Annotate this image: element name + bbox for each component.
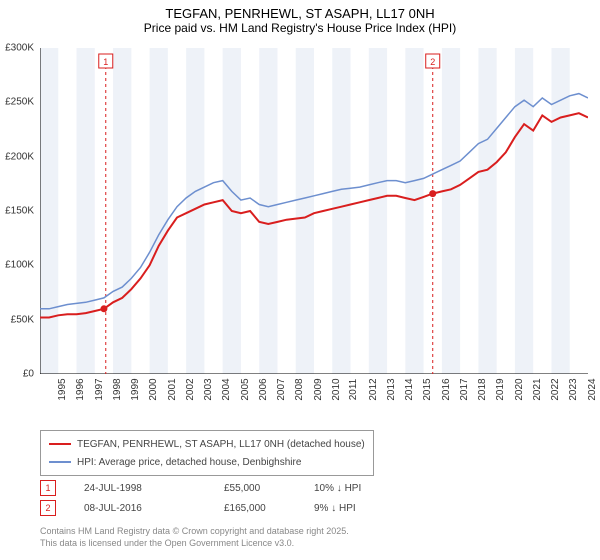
event-marker: 1 [40, 480, 56, 496]
event-table: 1 24-JUL-1998£55,00010% ↓ HPI 2 08-JUL-2016… [40, 478, 434, 518]
x-tick-label: 1999 [130, 378, 141, 400]
x-tick-label: 2010 [331, 378, 342, 400]
y-tick-label: £300K [5, 43, 34, 54]
x-axis: 1995 1996 1997 1998 1999 2000 2001 2002 2003 2004… [40, 378, 588, 426]
chart-title-block: TEGFAN, PENRHEWL, ST ASAPH, LL17 0NH Pri… [0, 0, 600, 35]
footer-line-1: Contains HM Land Registry data © Crown c… [40, 526, 349, 538]
x-tick-label: 2020 [513, 378, 524, 400]
x-tick-label: 2013 [386, 378, 397, 400]
chart-svg: 12 [40, 48, 588, 374]
event-price: £55,000 [224, 483, 314, 494]
x-tick-label: 2023 [568, 378, 579, 400]
footer-line-2: This data is licensed under the Open Gov… [40, 538, 349, 550]
y-tick-label: £0 [23, 369, 34, 380]
x-tick-label: 2022 [550, 378, 561, 400]
y-tick-label: £50K [11, 314, 34, 325]
x-tick-label: 2024 [586, 378, 597, 400]
x-tick-label: 2007 [276, 378, 287, 400]
y-tick-label: £100K [5, 260, 34, 271]
legend-label: TEGFAN, PENRHEWL, ST ASAPH, LL17 0NH (de… [77, 439, 365, 450]
x-tick-label: 2016 [440, 378, 451, 400]
event-row: 2 08-JUL-2016£165,0009% ↓ HPI [40, 498, 434, 518]
chart-plot-area: 12 [40, 48, 588, 374]
svg-text:1: 1 [103, 57, 108, 67]
y-tick-label: £200K [5, 151, 34, 162]
footer-attribution: Contains HM Land Registry data © Crown c… [40, 526, 349, 549]
x-tick-label: 1997 [93, 378, 104, 400]
event-delta: 9% ↓ HPI [314, 503, 434, 514]
x-tick-label: 2018 [477, 378, 488, 400]
x-tick-label: 2012 [367, 378, 378, 400]
chart-title-main: TEGFAN, PENRHEWL, ST ASAPH, LL17 0NH [0, 6, 600, 21]
x-tick-label: 2000 [148, 378, 159, 400]
x-tick-label: 2011 [348, 379, 359, 401]
x-tick-label: 2015 [422, 378, 433, 400]
x-tick-label: 2021 [532, 378, 543, 400]
x-tick-label: 2008 [294, 378, 305, 400]
event-delta: 10% ↓ HPI [314, 483, 434, 494]
x-tick-label: 2019 [495, 378, 506, 400]
x-tick-label: 2004 [221, 378, 232, 400]
y-tick-label: £250K [5, 97, 34, 108]
event-date: 24-JUL-1998 [84, 483, 224, 494]
legend: TEGFAN, PENRHEWL, ST ASAPH, LL17 0NH (de… [40, 430, 374, 476]
x-tick-label: 2009 [312, 378, 323, 400]
y-axis: £0£50K£100K£150K£200K£250K£300K [0, 48, 38, 374]
x-tick-label: 2014 [404, 378, 415, 400]
x-tick-label: 1996 [75, 378, 86, 400]
x-tick-label: 1998 [112, 378, 123, 400]
legend-swatch [49, 443, 71, 445]
x-tick-label: 2003 [203, 378, 214, 400]
y-tick-label: £150K [5, 206, 34, 217]
legend-row: TEGFAN, PENRHEWL, ST ASAPH, LL17 0NH (de… [49, 435, 365, 453]
event-marker: 2 [40, 500, 56, 516]
x-tick-label: 2002 [185, 378, 196, 400]
x-tick-label: 1995 [57, 378, 68, 400]
event-price: £165,000 [224, 503, 314, 514]
svg-text:2: 2 [430, 57, 435, 67]
legend-label: HPI: Average price, detached house, Denb… [77, 457, 301, 468]
chart-title-sub: Price paid vs. HM Land Registry's House … [0, 21, 600, 35]
x-tick-label: 2001 [166, 378, 177, 400]
event-row: 1 24-JUL-1998£55,00010% ↓ HPI [40, 478, 434, 498]
x-tick-label: 2005 [239, 378, 250, 400]
x-tick-label: 2006 [258, 378, 269, 400]
x-tick-label: 2017 [459, 378, 470, 400]
legend-swatch [49, 461, 71, 463]
legend-row: HPI: Average price, detached house, Denb… [49, 453, 365, 471]
event-date: 08-JUL-2016 [84, 503, 224, 514]
